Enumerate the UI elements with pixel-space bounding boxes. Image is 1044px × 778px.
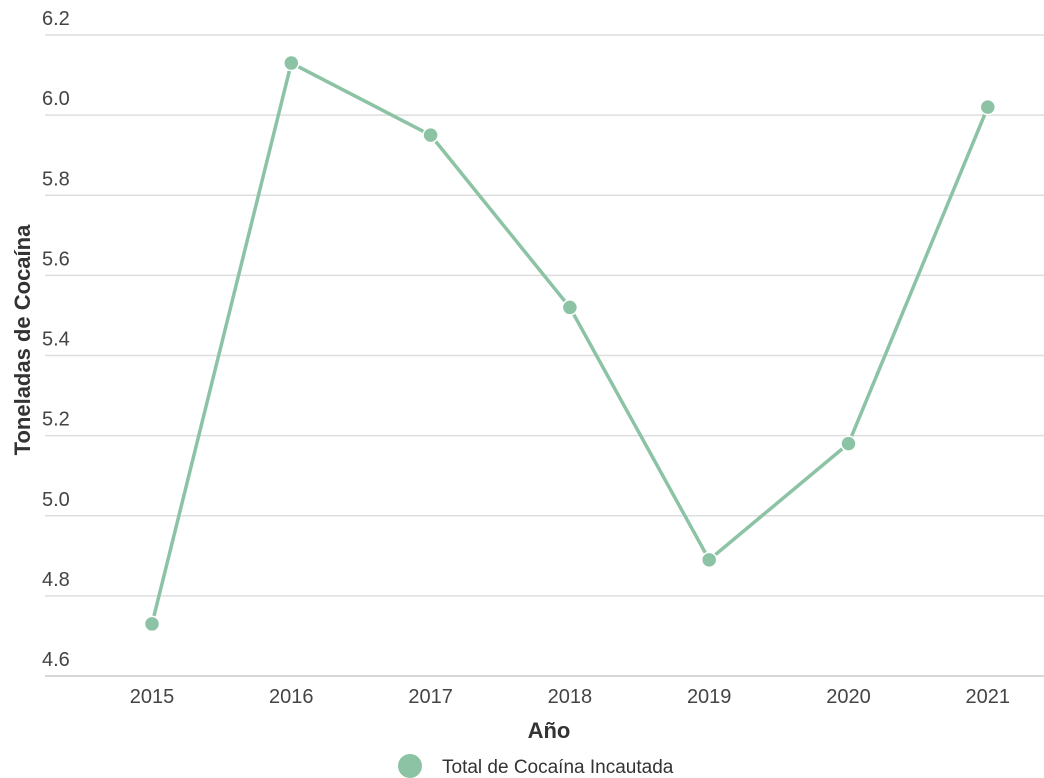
y-tick-label: 5.2: [42, 409, 70, 431]
legend: Total de Cocaína Incautada: [398, 754, 674, 778]
x-tick-label: 2020: [826, 686, 871, 708]
series-line: [150, 61, 990, 626]
data-point[interactable]: [561, 299, 579, 316]
series-layer: [143, 54, 997, 633]
x-axis-title: Año: [528, 718, 571, 743]
y-axis-title: Toneladas de Cocaína: [10, 224, 35, 455]
y-tick-label: 6.2: [42, 8, 70, 30]
data-point[interactable]: [283, 54, 300, 72]
legend-label: Total de Cocaína Incautada: [442, 757, 674, 778]
y-tick-label: 5.6: [42, 248, 70, 270]
y-tick-label: 4.8: [42, 569, 70, 591]
x-tick-label: 2017: [408, 686, 453, 708]
x-tick-label: 2016: [269, 686, 314, 708]
data-point[interactable]: [840, 435, 857, 452]
y-tick-label: 5.0: [42, 489, 70, 511]
data-point[interactable]: [143, 615, 161, 633]
grid-lines: [45, 34, 1044, 677]
y-tick-label: 5.4: [42, 329, 70, 351]
y-axis-ticks: 4.6 4.8 5.0 5.2 5.4 5.6 5.8 6.0 6.2: [42, 8, 70, 671]
y-tick-label: 6.0: [42, 88, 70, 110]
y-tick-label: 4.6: [42, 649, 70, 671]
legend-swatch-icon: [398, 754, 422, 778]
x-axis-ticks: 2015 2016 2017 2018 2019 2020 2021: [130, 686, 1010, 708]
data-point[interactable]: [422, 126, 439, 144]
x-tick-label: 2019: [687, 686, 732, 708]
y-tick-label: 5.8: [42, 168, 70, 190]
x-tick-label: 2021: [966, 686, 1011, 708]
x-tick-label: 2018: [548, 686, 593, 708]
data-point[interactable]: [979, 98, 997, 116]
data-point[interactable]: [700, 551, 718, 569]
x-tick-label: 2015: [130, 686, 175, 708]
